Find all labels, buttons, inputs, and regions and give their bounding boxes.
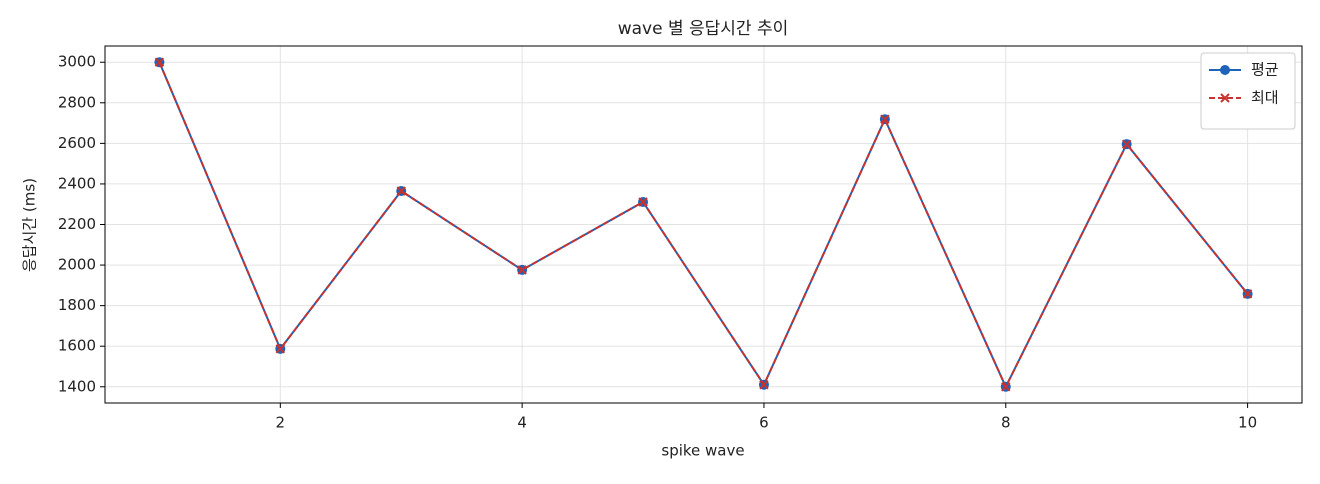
legend-box [1200,52,1296,130]
y-tick-label: 1400 [58,377,96,395]
marker [517,265,527,275]
marker [759,380,769,390]
x-tick-label: 4 [517,414,527,432]
x-axis-label: spike wave [661,442,744,460]
marker [275,344,286,354]
marker [638,197,648,207]
marker [880,114,890,124]
y-tick-label: 2000 [58,256,96,274]
marker [1220,93,1230,103]
legend-label: 평균 [1251,61,1279,79]
x-tick-label: 8 [1001,414,1011,432]
x-tick-label: 2 [276,414,286,432]
y-tick-label: 1800 [58,296,96,314]
y-tick-label: 2600 [58,134,96,152]
legend-label: 최대 [1251,89,1279,107]
x-tick-label: 6 [759,414,769,432]
x-tick-label: 10 [1238,414,1257,432]
marker [1121,139,1132,149]
series-line [158,61,1249,390]
marker [1242,289,1253,299]
y-axis-label: 응답시간 (ms) [21,178,39,272]
marker [1001,382,1011,392]
y-tick-label: 2800 [58,93,96,111]
y-tick-label: 2200 [58,215,96,233]
plot-frame [104,45,1303,404]
y-tick-label: 2400 [58,174,96,192]
marker [154,57,165,67]
y-tick-label: 1600 [58,337,96,355]
chart-title: wave 별 응답시간 추이 [618,19,789,39]
marker [1220,65,1230,75]
y-tick-label: 3000 [58,53,96,71]
marker [396,186,406,196]
